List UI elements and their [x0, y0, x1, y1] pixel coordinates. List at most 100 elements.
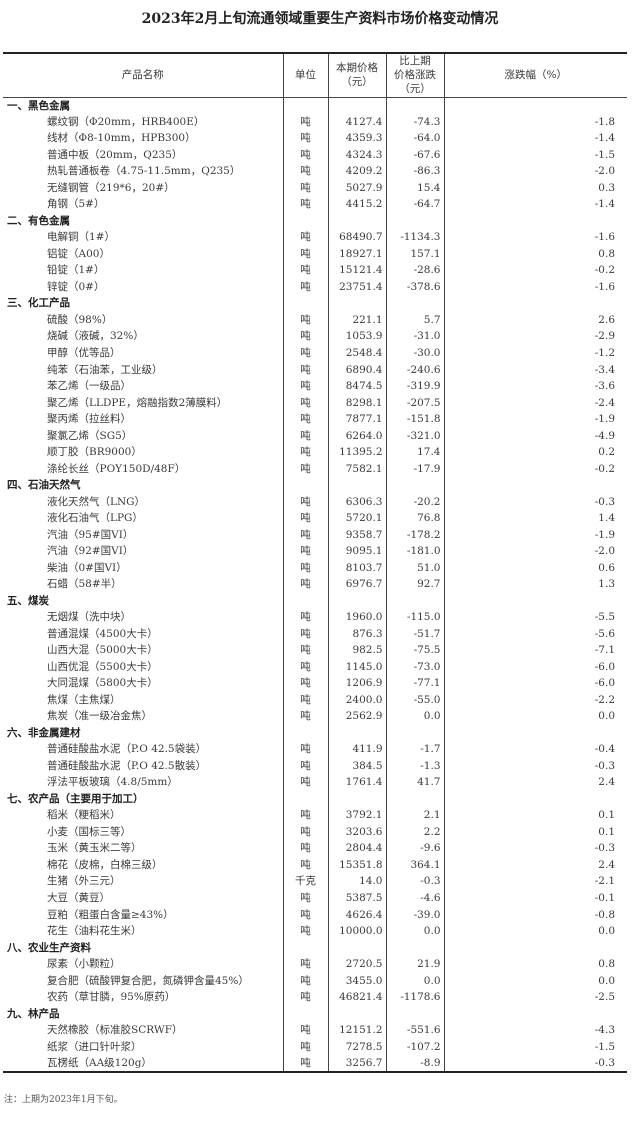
header-change: 比上期 价格涨跌 （元） [385, 52, 444, 98]
unit: 吨 [282, 708, 328, 725]
unit: 吨 [282, 542, 328, 560]
price-change: -1178.6 [385, 988, 444, 1006]
current-price: 9095.1 [327, 542, 386, 560]
section-title: 三、化工产品 [7, 297, 70, 310]
empty-cell [282, 212, 328, 230]
empty-cell [327, 724, 386, 742]
change-percent: -1.5 [443, 146, 627, 164]
change-percent: 0.0 [443, 922, 627, 940]
current-price: 10000.0 [327, 922, 386, 940]
price-change: 76.8 [385, 509, 444, 527]
unit: 吨 [282, 179, 328, 197]
section-title: 五、煤炭 [7, 594, 49, 607]
current-price: 14.0 [327, 873, 386, 890]
empty-cell [282, 939, 328, 956]
change-percent: -1.9 [443, 526, 627, 543]
unit: 吨 [282, 675, 328, 692]
table-row: 无烟煤（洗中块） 吨 1960.0 -115.0 -5.5 [3, 608, 627, 626]
price-change: -8.9 [385, 1054, 444, 1073]
current-price: 7278.5 [327, 1038, 386, 1055]
price-change: -1.3 [385, 757, 444, 775]
change-percent: -5.6 [443, 625, 627, 643]
price-change: 2.1 [385, 807, 444, 824]
price-change: -178.2 [385, 526, 444, 543]
section-title: 二、有色金属 [7, 214, 70, 227]
table-row: 农药（草甘膦，95%原药） 吨 46821.4 -1178.6 -2.5 [3, 988, 627, 1006]
current-price: 4127.4 [327, 113, 386, 131]
current-price: 12151.2 [327, 1021, 386, 1039]
price-change: -64.0 [385, 130, 444, 147]
price-change: -39.0 [385, 906, 444, 923]
current-price: 3256.7 [327, 1054, 386, 1073]
product-name: 聚丙烯（拉丝料） [47, 413, 131, 426]
current-price: 18927.1 [327, 245, 386, 263]
table-row: 玉米（黄玉米二等） 吨 2804.4 -9.6 -0.3 [3, 840, 627, 857]
change-percent: 1.3 [443, 575, 627, 593]
product-name: 硫酸（98%） [47, 313, 113, 326]
product-name: 聚乙烯（LLDPE，熔融指数2薄膜料） [47, 396, 228, 409]
unit: 吨 [282, 658, 328, 676]
price-change: -20.2 [385, 493, 444, 510]
change-percent: 0.0 [443, 708, 627, 725]
header-unit: 单位 [282, 52, 328, 98]
empty-cell [443, 939, 627, 956]
price-change: -17.9 [385, 460, 444, 477]
current-price: 221.1 [327, 311, 386, 329]
change-percent: -6.0 [443, 658, 627, 676]
product-name: 无缝钢管（219*6，20#） [47, 181, 175, 194]
change-percent: -3.4 [443, 361, 627, 378]
unit: 吨 [282, 1054, 328, 1073]
empty-cell [443, 295, 627, 312]
header-product-name: 产品名称 [3, 52, 283, 98]
product-name: 山西大混（5000大卡） [47, 644, 158, 657]
price-change: -319.9 [385, 377, 444, 395]
table-row: 聚氯乙烯（SG5） 吨 6264.0 -321.0 -4.9 [3, 427, 627, 444]
table-row: 焦炭（准一级冶金焦）吨 2562.9 0.0 0.0 [3, 708, 627, 725]
price-change: -1134.3 [385, 229, 444, 246]
unit: 吨 [282, 509, 328, 527]
price-change: 157.1 [385, 245, 444, 263]
price-change: -30.0 [385, 344, 444, 362]
price-change: -107.2 [385, 1038, 444, 1055]
change-percent: 0.1 [443, 807, 627, 824]
change-percent: -2.4 [443, 394, 627, 411]
product-name: 涤纶长丝（POY150D/48F） [47, 462, 186, 475]
table-body: 一、黑色金属 螺纹钢（Φ20mm，HRB400E） 吨 4127.4 -74.3 -1.8… [3, 97, 627, 1073]
table-row: 棉花（皮棉，白棉三级） 吨 15351.8 364.1 2.4 [3, 856, 627, 874]
current-price: 9358.7 [327, 526, 386, 543]
product-name: 汽油（92#国VI） [47, 545, 134, 558]
unit: 吨 [282, 328, 328, 345]
unit: 吨 [282, 377, 328, 395]
price-change: -75.5 [385, 642, 444, 659]
table-row: 瓦楞纸（AA级120g）吨 3256.7 -8.9 -0.3 [3, 1054, 627, 1073]
unit: 吨 [282, 229, 328, 246]
header-change-line3: （元） [399, 83, 431, 96]
price-change: -73.0 [385, 658, 444, 676]
empty-cell [282, 97, 328, 114]
empty-cell [443, 592, 627, 609]
empty-cell [327, 1005, 386, 1022]
unit: 吨 [282, 988, 328, 1006]
empty-cell [385, 97, 444, 114]
empty-cell [282, 1005, 328, 1022]
unit: 吨 [282, 856, 328, 874]
current-price: 4359.3 [327, 130, 386, 147]
unit: 吨 [282, 691, 328, 709]
product-name: 铝锭（A00） [47, 247, 110, 260]
current-price: 1206.9 [327, 675, 386, 692]
change-percent: -2.1 [443, 873, 627, 890]
change-percent: -3.6 [443, 377, 627, 395]
price-change: 0.0 [385, 922, 444, 940]
price-change: -86.3 [385, 163, 444, 180]
change-percent: -1.4 [443, 196, 627, 213]
price-change: 15.4 [385, 179, 444, 197]
empty-cell [327, 790, 386, 808]
current-price: 46821.4 [327, 988, 386, 1006]
price-change: 0.0 [385, 708, 444, 725]
product-name: 锌锭（0#） [47, 280, 105, 293]
current-price: 982.5 [327, 642, 386, 659]
table-row: 聚丙烯（拉丝料） 吨 7877.1 -151.8 -1.9 [3, 410, 627, 428]
price-change: -378.6 [385, 278, 444, 296]
header-price-line2: （元） [341, 76, 373, 89]
section-title: 六、非金属建材 [7, 726, 81, 739]
